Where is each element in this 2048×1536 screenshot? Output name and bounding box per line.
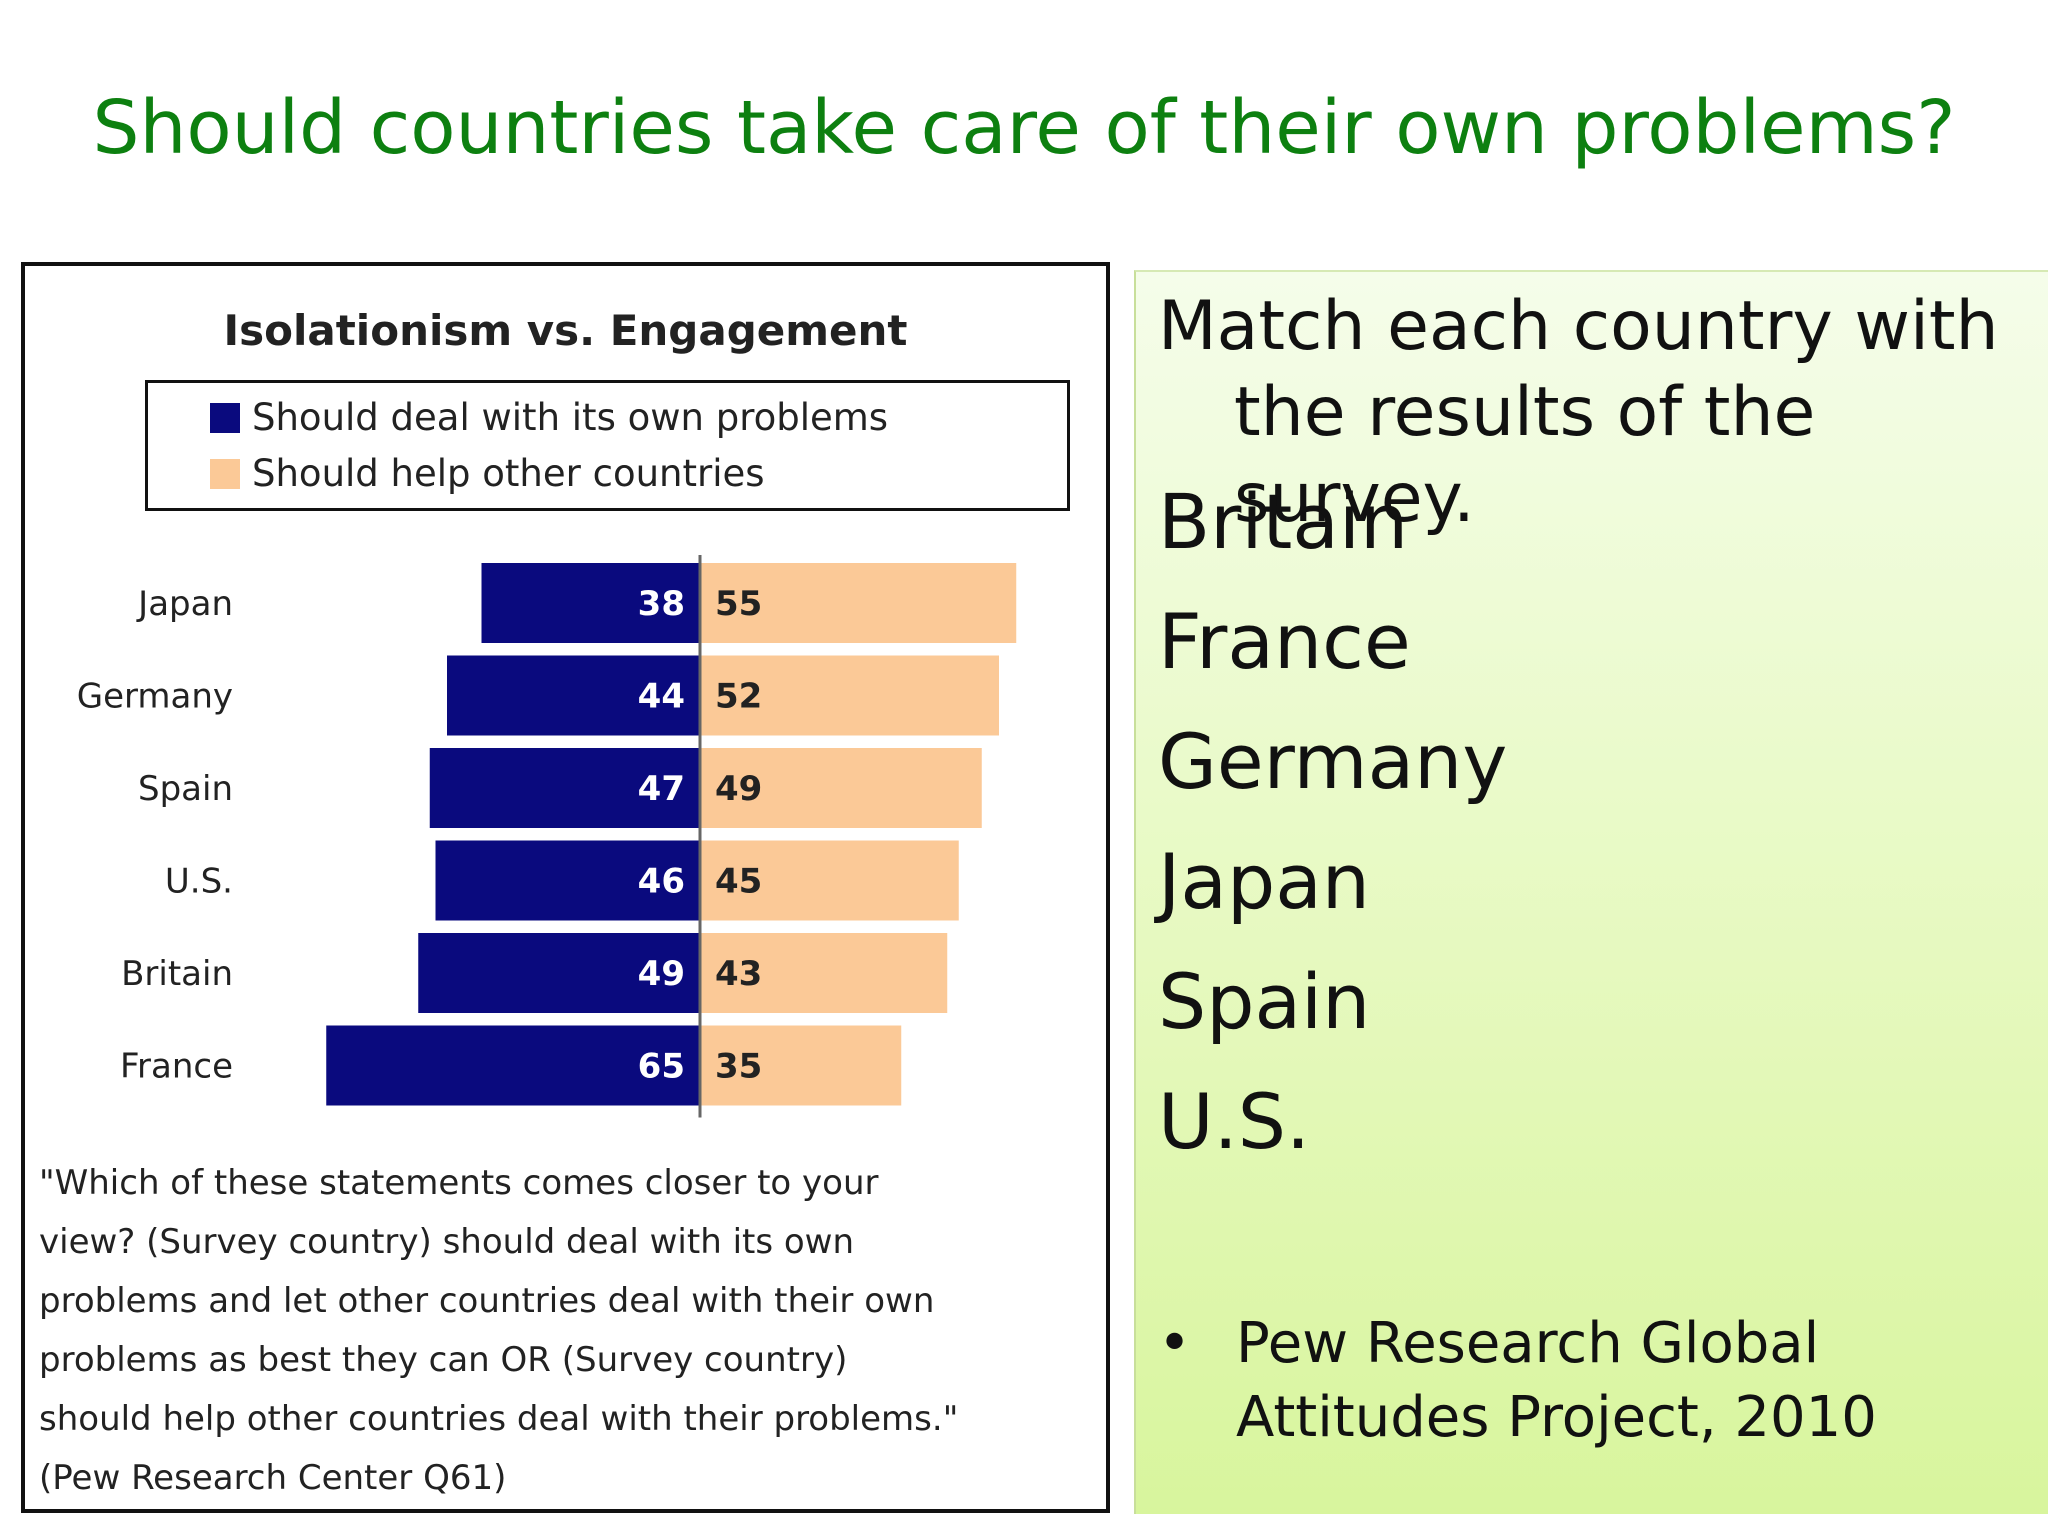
bar-own-problems xyxy=(418,933,700,1013)
bar-own-problems xyxy=(481,563,700,643)
data-label-help-others: 52 xyxy=(715,677,762,717)
slide-title: Should countries take care of their own … xyxy=(92,85,1956,171)
category-label: Britain xyxy=(121,954,233,994)
prompt-line-2: the results of the survey. xyxy=(1234,373,1816,538)
country-item: U.S. xyxy=(1158,1077,1311,1166)
bar-own-problems xyxy=(435,840,700,921)
data-label-help-others: 55 xyxy=(715,584,762,624)
prompt-line-1: Match each country with xyxy=(1158,287,1999,366)
country-item: Japan xyxy=(1158,837,1370,926)
legend-label-help-others: Should help other countries xyxy=(252,452,765,495)
legend-label-own-problems: Should deal with its own problems xyxy=(252,396,889,439)
category-label: Spain xyxy=(138,769,233,809)
bar-help-others xyxy=(700,840,959,921)
chart-legend: Should deal with its own problems Should… xyxy=(145,380,1070,511)
source-text: Pew Research Global Attitudes Project, 2… xyxy=(1236,1311,1877,1450)
legend-swatch-help-others xyxy=(210,459,240,489)
bar-help-others xyxy=(700,1025,902,1106)
matching-prompt: Match each country with the results of t… xyxy=(1158,284,2038,542)
legend-swatch-own-problems xyxy=(210,403,240,433)
category-label: Japan xyxy=(136,584,233,624)
bar-own-problems xyxy=(326,1025,700,1106)
bar-own-problems xyxy=(447,655,700,736)
bar-help-others xyxy=(700,933,948,1013)
category-label: France xyxy=(120,1047,233,1087)
country-item: Spain xyxy=(1158,957,1371,1046)
bar-help-others xyxy=(700,563,1017,643)
data-label-help-others: 45 xyxy=(715,862,762,902)
bar-help-others xyxy=(700,655,999,736)
data-label-own-problems: 38 xyxy=(638,584,685,624)
bullet-icon: • xyxy=(1158,1311,1192,1376)
bar-own-problems xyxy=(429,748,700,828)
bar-plot: Japan 38 55 Germany 44 52 Spain 47 49 U.S. 46 45 Bri… xyxy=(77,555,1017,1118)
country-item: Germany xyxy=(1158,717,1508,806)
country-item: Britain xyxy=(1158,477,1409,566)
bar-help-others xyxy=(700,748,982,828)
data-label-help-others: 35 xyxy=(715,1047,762,1087)
survey-question: "Which of these statements comes closer … xyxy=(39,1163,959,1498)
data-label-own-problems: 46 xyxy=(638,862,685,902)
chart-panel: Isolationism vs. Engagement Should deal … xyxy=(21,262,1110,1513)
data-label-own-problems: 44 xyxy=(638,677,685,717)
matching-panel: Match each country with the results of t… xyxy=(1134,270,2048,1514)
legend-item-own-problems: Should deal with its own problems xyxy=(210,398,888,438)
data-label-own-problems: 47 xyxy=(638,769,685,809)
legend-item-help-others: Should help other countries xyxy=(210,454,765,494)
country-item: France xyxy=(1158,597,1411,686)
category-label: Germany xyxy=(77,677,233,717)
chart-title: Isolationism vs. Engagement xyxy=(223,306,908,355)
data-label-help-others: 49 xyxy=(715,769,762,809)
data-label-help-others: 43 xyxy=(715,954,762,994)
data-label-own-problems: 65 xyxy=(638,1047,685,1087)
category-label: U.S. xyxy=(165,862,233,902)
data-label-own-problems: 49 xyxy=(638,954,685,994)
